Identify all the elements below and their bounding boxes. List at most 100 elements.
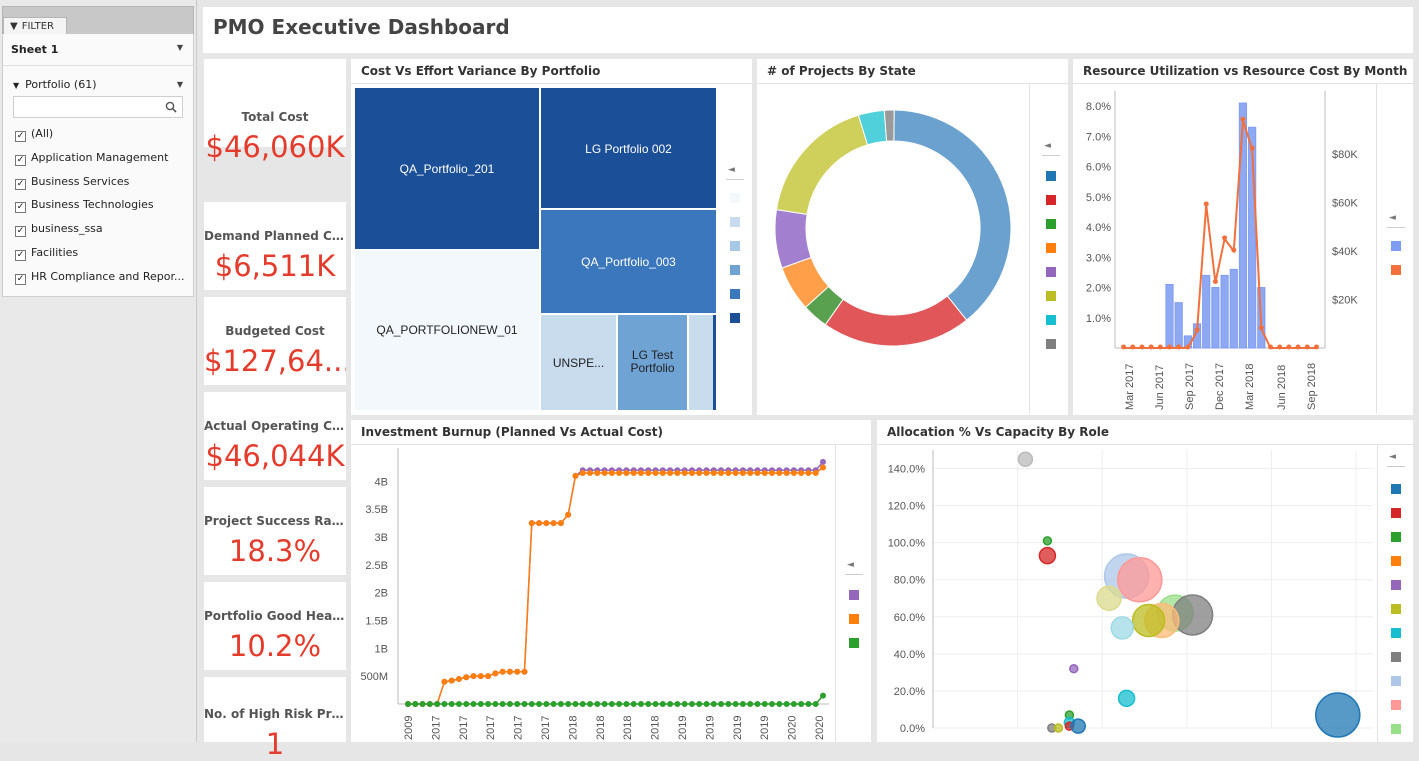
legend-swatch[interactable] — [1046, 195, 1056, 205]
kpi-project-success-ratio[interactable]: Project Success Ratio 18.3% — [204, 487, 346, 575]
legend-swatch[interactable] — [1391, 676, 1401, 686]
legend-swatch[interactable] — [1046, 243, 1056, 253]
kpi-actual-operating-cost[interactable]: Actual Operating Cost $46,044K — [204, 392, 346, 480]
treemap-tile-lg-test-portfolio[interactable]: LG Test Portfolio — [618, 315, 689, 410]
checkbox-checked-icon: ✓ — [15, 155, 26, 166]
sheet-selector[interactable]: Sheet 1 ▼ — [11, 43, 185, 59]
treemap-tile-qa-portfolio-003[interactable]: QA_Portfolio_003 — [541, 210, 716, 315]
series-point — [739, 701, 746, 707]
legend-swatch[interactable] — [1046, 219, 1056, 229]
filter-item-label: (All) — [31, 127, 54, 140]
kpi-budgeted-cost[interactable]: Budgeted Cost $127,64... — [204, 297, 346, 385]
legend-swatch[interactable] — [849, 590, 859, 600]
bar — [1165, 284, 1174, 349]
legend-swatch[interactable] — [730, 241, 740, 251]
legend-swatch[interactable] — [1046, 171, 1056, 181]
legend-swatch[interactable] — [1391, 700, 1401, 710]
filter-item-business-ssa[interactable]: ✓ business_ssa — [15, 222, 103, 237]
cost-point — [1304, 344, 1310, 350]
treemap-tile-unspecified[interactable]: UNSPE... — [541, 315, 618, 410]
cost-point — [1249, 145, 1255, 151]
legend-swatch[interactable] — [1391, 484, 1401, 494]
filter-item-facilities[interactable]: ✓ Facilities — [15, 246, 78, 261]
y-right-tick-label: $40K — [1332, 246, 1358, 258]
legend-swatch[interactable] — [849, 638, 859, 648]
title-bar: PMO Executive Dashboard — [203, 7, 1413, 53]
kpi-portfolio-good-health[interactable]: Portfolio Good Health ... 10.2% — [204, 582, 346, 670]
kpi-total-cost[interactable]: Total Cost $46,060K — [204, 59, 346, 164]
filter-tab[interactable]: ▼ FILTER — [3, 17, 67, 35]
legend-swatch[interactable] — [730, 217, 740, 227]
legend-swatch[interactable] — [849, 614, 859, 624]
portfolio-filter-header[interactable]: ▼ Portfolio (61) ▼ — [13, 78, 185, 94]
series-point — [528, 520, 535, 527]
chevron-down-icon: ▼ — [176, 43, 183, 52]
treemap-tile-qa-portfolio-201[interactable]: QA_Portfolio_201 — [355, 88, 541, 251]
legend-swatch[interactable] — [1391, 604, 1401, 614]
legend-divider — [1042, 155, 1060, 156]
filter-item-business-services[interactable]: ✓ Business Services — [15, 175, 129, 190]
portfolio-search-input[interactable] — [13, 96, 183, 118]
bar — [1229, 268, 1238, 349]
legend-swatch[interactable] — [1046, 339, 1056, 349]
series-point — [688, 701, 695, 707]
series-point — [550, 701, 557, 707]
filter-item-application-management[interactable]: ✓ Application Management — [15, 151, 168, 166]
legend-swatch[interactable] — [1391, 724, 1401, 734]
legend-swatch[interactable] — [1391, 580, 1401, 590]
legend-swatch[interactable] — [1046, 315, 1056, 325]
series-point — [536, 701, 543, 707]
checkbox-checked-icon: ✓ — [15, 131, 26, 142]
bubble — [1110, 616, 1134, 640]
series-point — [579, 470, 586, 477]
burnup-chart: 500M 1B 1.5B 2B 2.5B 3B 3.5B 4B 2009 2017 2017 2017… — [360, 448, 829, 740]
legend-divider — [845, 574, 863, 575]
y-tick-label: 120.0% — [888, 501, 926, 513]
kpi-label: Demand Planned Cost — [204, 229, 346, 243]
legend-swatch[interactable] — [1391, 628, 1401, 638]
series-point — [543, 520, 550, 527]
legend-collapse-icon[interactable]: ◄ — [728, 165, 735, 175]
cost-point — [1121, 344, 1127, 350]
series-point — [419, 701, 426, 707]
treemap-tile-small[interactable] — [689, 315, 716, 410]
series-point — [718, 701, 725, 707]
legend-swatch[interactable] — [1391, 532, 1401, 542]
series-point — [485, 673, 492, 680]
legend-swatch[interactable] — [1391, 265, 1401, 275]
kpi-label: Total Cost — [241, 110, 309, 124]
series-point — [681, 470, 688, 477]
allocation-panel: Allocation % Vs Capacity By Role 0.0% 20.… — [877, 420, 1413, 742]
legend-swatch[interactable] — [730, 193, 740, 203]
series-point — [732, 470, 739, 477]
treemap-area: QA_Portfolio_201 QA_PORTFOLIONEW_01 LG P… — [355, 88, 716, 410]
filter-item-hr-compliance[interactable]: ✓ HR Compliance and Repor... — [15, 270, 184, 285]
y-tick-label: 2.0% — [1086, 283, 1111, 295]
legend-swatch[interactable] — [1046, 267, 1056, 277]
y-tick-label: 20.0% — [894, 686, 925, 698]
treemap-tile-lg-portfolio-002[interactable]: LG Portfolio 002 — [541, 88, 716, 210]
y-tick-label: 8.0% — [1086, 101, 1111, 113]
legend-collapse-icon[interactable]: ◄ — [1389, 213, 1396, 223]
series-point — [492, 701, 499, 707]
legend-swatch[interactable] — [730, 289, 740, 299]
legend-swatch[interactable] — [1391, 241, 1401, 251]
legend-collapse-icon[interactable]: ◄ — [1389, 452, 1396, 462]
legend-swatch[interactable] — [730, 265, 740, 275]
legend-collapse-icon[interactable]: ◄ — [847, 560, 854, 570]
kpi-high-risk-projects[interactable]: No. of High Risk Projects 1 — [204, 677, 346, 761]
legend-swatch[interactable] — [1391, 652, 1401, 662]
filter-item-business-technologies[interactable]: ✓ Business Technologies — [15, 198, 154, 213]
donut-slice — [883, 109, 895, 142]
bubble — [1053, 723, 1064, 733]
cost-point — [1295, 344, 1301, 350]
legend-swatch[interactable] — [1391, 508, 1401, 518]
treemap-tile-qa-portfolionew-01[interactable]: QA_PORTFOLIONEW_01 — [355, 251, 541, 410]
legend-swatch[interactable] — [730, 313, 740, 323]
legend-swatch[interactable] — [1046, 291, 1056, 301]
kpi-demand-planned-cost[interactable]: Demand Planned Cost $6,511K — [204, 202, 346, 290]
legend-collapse-icon[interactable]: ◄ — [1044, 141, 1051, 151]
filter-item-all[interactable]: ✓ (All) — [15, 127, 53, 142]
legend-swatch[interactable] — [1391, 556, 1401, 566]
series-point — [674, 701, 681, 707]
